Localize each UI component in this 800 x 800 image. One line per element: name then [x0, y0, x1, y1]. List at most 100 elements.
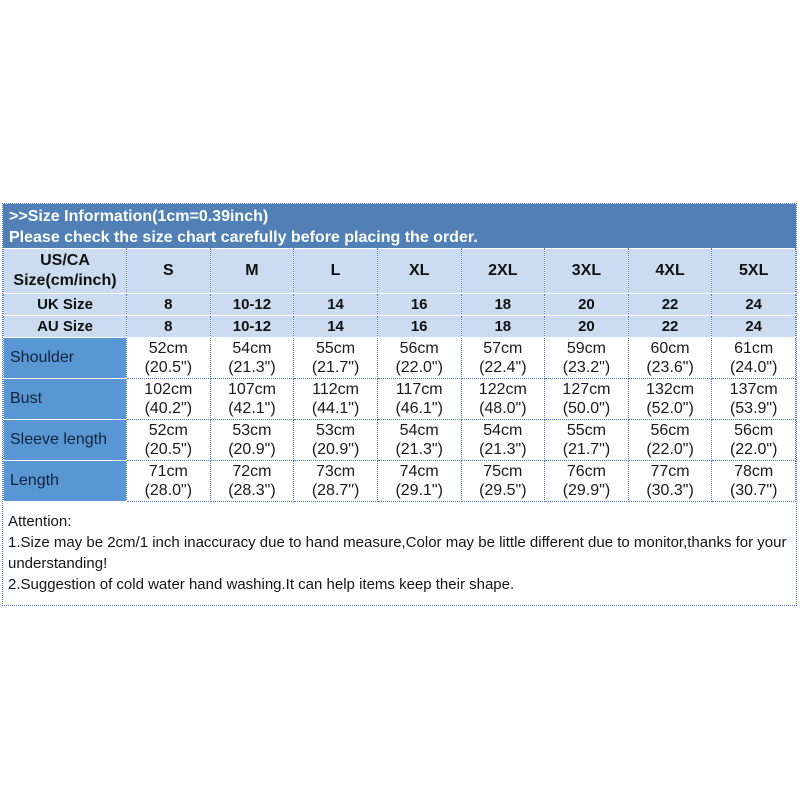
measurement-cm-value: 76cm	[566, 463, 606, 480]
measurement-cm-value: 127cm	[562, 381, 611, 398]
measurement-inch-value: (20.5")	[144, 441, 193, 458]
measurement-cell: 56cm (22.0")	[711, 419, 796, 461]
measurement-cell: 78cm (30.7")	[711, 460, 796, 502]
corner-header: US/CA Size(cm/inch)	[3, 248, 127, 294]
measurement-inch-value: (30.3")	[646, 482, 694, 499]
measurement-cell: 59cm (23.2")	[544, 337, 629, 379]
measurement-inch-value: (22.4")	[479, 359, 527, 376]
attention-note-1: 1.Size may be 2cm/1 inch inaccuracy due …	[8, 534, 787, 572]
measurement-inch-value: (28.3")	[228, 482, 276, 499]
measurement-inch-value: (42.1")	[228, 400, 276, 417]
measurement-cell: 54cm (21.3")	[209, 337, 295, 379]
measurement-cm-value: 112cm	[312, 381, 359, 398]
measurement-cm-value: 60cm	[650, 340, 690, 357]
size-chart-panel: >>Size Information(1cm=0.39inch) Please …	[2, 203, 797, 606]
measurement-inch-value: (48.0")	[479, 400, 527, 417]
measurement-cell: 122cm (48.0")	[460, 378, 546, 420]
uk-size-value: 24	[711, 293, 796, 316]
measurement-inch-value: (20.9")	[311, 441, 360, 458]
measurement-cm-value: 72cm	[232, 463, 272, 480]
measurement-inch-value: (20.5")	[144, 359, 193, 376]
measurement-cm-value: 54cm	[232, 340, 272, 357]
size-col-header: M	[209, 248, 295, 294]
uk-size-value: 20	[544, 293, 629, 316]
measurement-cm-value: 77cm	[650, 463, 690, 480]
size-col-header: XL	[376, 248, 462, 294]
attention-note-2: 2.Suggestion of cold water hand washing.…	[8, 576, 515, 593]
banner: >>Size Information(1cm=0.39inch) Please …	[3, 204, 796, 248]
measurement-cell: 112cm (44.1")	[293, 378, 378, 420]
corner-header-line1: US/CA	[40, 252, 90, 269]
measurement-cell: 54cm (21.3")	[460, 419, 546, 461]
measurement-cm-value: 56cm	[650, 422, 690, 439]
measurement-inch-value: (46.1")	[395, 400, 443, 417]
measurement-inch-value: (21.7")	[311, 359, 360, 376]
measurement-cell: 132cm (52.0")	[627, 378, 713, 420]
measurement-cm-value: 54cm	[483, 422, 523, 439]
size-header-row: US/CA Size(cm/inch) S M L XL 2XL 3XL 4XL 5XL	[3, 248, 796, 294]
measurement-row-bust: Bust 102cm (40.2") 107cm (42.1") 112cm (44.1"…	[3, 378, 796, 420]
measurement-inch-value: (52.0")	[646, 400, 694, 417]
attention-title: Attention:	[8, 513, 72, 530]
measurement-cell: 60cm (23.6")	[627, 337, 713, 379]
measurement-inch-value: (22.0")	[729, 441, 778, 458]
measurement-inch-value: (24.0")	[729, 359, 778, 376]
attention-section: Attention: 1.Size may be 2cm/1 inch inac…	[3, 502, 796, 605]
measurement-cell: 61cm (24.0")	[711, 337, 796, 379]
measurement-cell: 55cm (21.7")	[544, 419, 629, 461]
au-size-value: 10-12	[209, 315, 295, 338]
measurement-inch-value: (23.2")	[562, 359, 611, 376]
measurement-inch-value: (23.6")	[646, 359, 694, 376]
measurement-row-length: Length 71cm (28.0") 72cm (28.3") 73cm (28.7")…	[3, 460, 796, 502]
measurement-label: Bust	[3, 378, 127, 420]
uk-size-value: 22	[627, 293, 713, 316]
corner-header-line2: Size(cm/inch)	[13, 272, 117, 289]
measurement-cm-value: 54cm	[399, 422, 439, 439]
au-size-value: 16	[376, 315, 462, 338]
au-size-value: 18	[460, 315, 546, 338]
measurement-cell: 53cm (20.9")	[293, 419, 378, 461]
uk-size-value: 16	[376, 293, 462, 316]
au-size-value: 8	[126, 315, 211, 338]
measurement-cm-value: 122cm	[478, 381, 527, 398]
au-size-label: AU Size	[3, 315, 127, 338]
size-col-header: 3XL	[544, 248, 629, 294]
measurement-cm-value: 52cm	[148, 422, 188, 439]
measurement-label: Length	[3, 460, 127, 502]
measurement-cell: 127cm (50.0")	[544, 378, 629, 420]
measurement-cm-value: 61cm	[734, 340, 774, 357]
measurement-cell: 54cm (21.3")	[376, 419, 462, 461]
measurement-cell: 56cm (22.0")	[627, 419, 713, 461]
uk-size-value: 14	[293, 293, 378, 316]
measurement-cell: 52cm (20.5")	[126, 337, 211, 379]
measurement-cell: 56cm (22.0")	[376, 337, 462, 379]
measurement-cell: 55cm (21.7")	[293, 337, 378, 379]
measurement-cm-value: 73cm	[316, 463, 356, 480]
measurement-inch-value: (21.7")	[562, 441, 611, 458]
measurement-inch-value: (21.3")	[395, 441, 443, 458]
measurement-inch-value: (44.1")	[311, 400, 360, 417]
size-table: US/CA Size(cm/inch) S M L XL 2XL 3XL 4XL 5XL UK…	[3, 248, 796, 502]
measurement-cell: 72cm (28.3")	[209, 460, 295, 502]
measurement-inch-value: (53.9")	[729, 400, 778, 417]
measurement-cm-value: 78cm	[734, 463, 774, 480]
measurement-cell: 73cm (28.7")	[293, 460, 378, 502]
measurement-inch-value: (29.1")	[395, 482, 443, 499]
uk-size-row: UK Size 8 10-12 14 16 18 20 22 24	[3, 293, 796, 316]
measurement-inch-value: (22.0")	[395, 359, 443, 376]
uk-size-value: 8	[126, 293, 211, 316]
measurement-cm-value: 52cm	[148, 340, 188, 357]
measurement-cell: 53cm (20.9")	[209, 419, 295, 461]
measurement-cm-value: 56cm	[734, 422, 774, 439]
measurement-cm-value: 53cm	[232, 422, 272, 439]
measurement-cm-value: 53cm	[316, 422, 356, 439]
measurement-cell: 71cm (28.0")	[126, 460, 211, 502]
measurement-label: Shoulder	[3, 337, 127, 379]
measurement-cm-value: 74cm	[399, 463, 439, 480]
au-size-value: 14	[293, 315, 378, 338]
measurement-inch-value: (29.5")	[479, 482, 527, 499]
measurement-cell: 117cm (46.1")	[376, 378, 462, 420]
measurement-cell: 57cm (22.4")	[460, 337, 546, 379]
measurement-cm-value: 132cm	[646, 381, 695, 398]
measurement-inch-value: (29.9")	[562, 482, 611, 499]
